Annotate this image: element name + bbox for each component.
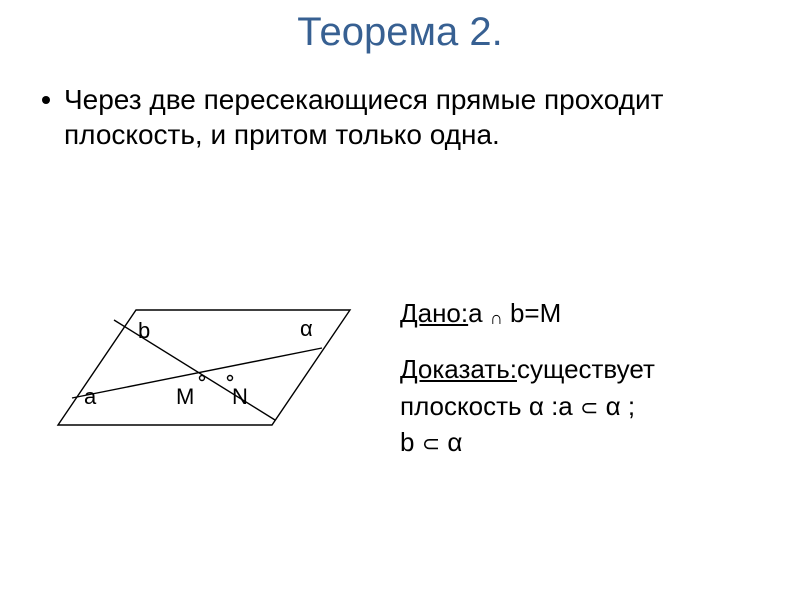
subset-icon-1: ⊂ — [580, 395, 598, 420]
point-m — [200, 376, 205, 381]
label-m: M — [176, 384, 194, 409]
label-a: a — [84, 384, 97, 409]
given-b: b=M — [503, 298, 562, 328]
label-alpha: α — [300, 316, 313, 341]
alpha-3: α — [447, 427, 462, 457]
sp1 — [598, 391, 605, 421]
prove-label: Доказать: — [400, 354, 517, 384]
subset-icon-2: ⊂ — [422, 431, 440, 456]
prove-line: Доказать:существует плоскость α :a ⊂ α ;… — [400, 351, 770, 460]
proof-block: Дано:a ∩ b=M Доказать:существует плоскос… — [400, 295, 770, 461]
label-b: b — [138, 318, 150, 343]
given-a: a — [468, 298, 490, 328]
geometry-diagram: a b α M N — [40, 290, 370, 460]
bullet-row: Через две пересекающиеся прямые проходит… — [42, 82, 760, 152]
label-n: N — [232, 384, 248, 409]
alpha-1: α — [529, 391, 544, 421]
intersection-icon: ∩ — [490, 308, 503, 328]
diagram-svg: a b α M N — [40, 290, 370, 460]
bullet-text: Через две пересекающиеся прямые проходит… — [64, 82, 760, 152]
given-label: Дано: — [400, 298, 468, 328]
prove-t3: ; — [621, 391, 635, 421]
bullet-icon — [42, 96, 50, 104]
prove-t4: b — [400, 427, 422, 457]
spacer — [400, 331, 770, 351]
slide-root: Теорема 2. Через две пересекающиеся прям… — [0, 0, 800, 600]
slide-title: Теорема 2. — [0, 10, 800, 55]
line-a — [72, 348, 322, 398]
alpha-2: α — [606, 391, 621, 421]
prove-t2: :a — [544, 391, 580, 421]
given-line: Дано:a ∩ b=M — [400, 295, 770, 331]
point-n — [228, 376, 233, 381]
